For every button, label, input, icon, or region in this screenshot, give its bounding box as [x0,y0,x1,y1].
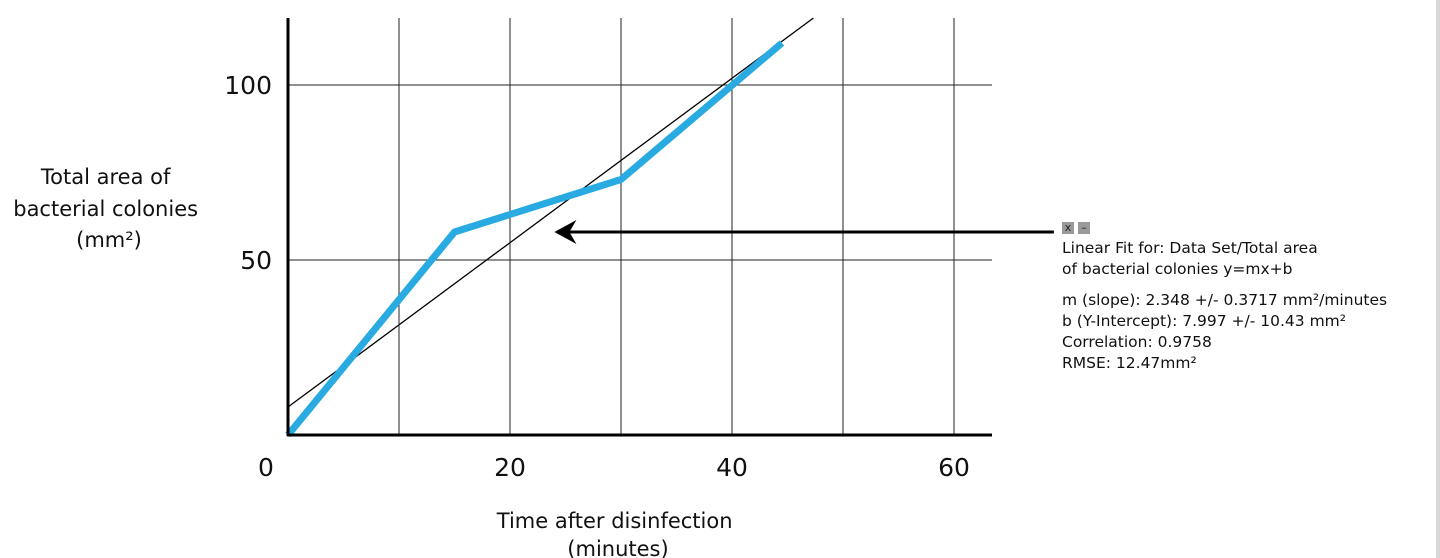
minimize-button[interactable]: – [1078,222,1090,234]
grid [288,18,992,435]
data-series [285,40,785,438]
linear-fit-line [287,17,814,408]
close-button[interactable]: x [1062,222,1074,234]
axes [286,18,992,437]
linear-fit-info-box: x – Linear Fit for: Data Set/Total area … [1062,220,1432,374]
series-line [285,40,785,438]
tick-labels: 0 20 40 60 50 100 [224,71,970,482]
fit-box-controls: x – [1062,220,1432,236]
y-tick-label: 100 [224,71,272,100]
x-tick-label: 20 [494,453,526,482]
fit-line [287,17,814,408]
fit-correlation: Correlation: 0.9758 [1062,333,1212,351]
x-tick-label: 60 [938,453,970,482]
fit-rmse: RMSE: 12.47mm² [1062,354,1197,372]
window-edge [1436,0,1440,558]
x-tick-label: 40 [716,453,748,482]
x-axis-label: Time after disinfection (minutes) [496,509,739,558]
arrow-head [554,220,577,244]
y-axis-label: Total area of bacterial colonies (mm²) [13,165,205,252]
fit-slope: m (slope): 2.348 +/- 0.3717 mm²/minutes [1062,291,1388,309]
fit-intercept: b (Y-Intercept): 7.997 +/- 10.43 mm² [1062,312,1346,330]
fit-title-line-1: Linear Fit for: Data Set/Total area [1062,239,1318,257]
y-tick-label: 50 [240,246,272,275]
annotation-arrow [554,220,1054,244]
fit-title-line-2: of bacterial colonies y=mx+b [1062,260,1293,278]
x-tick-label: 0 [258,453,274,482]
